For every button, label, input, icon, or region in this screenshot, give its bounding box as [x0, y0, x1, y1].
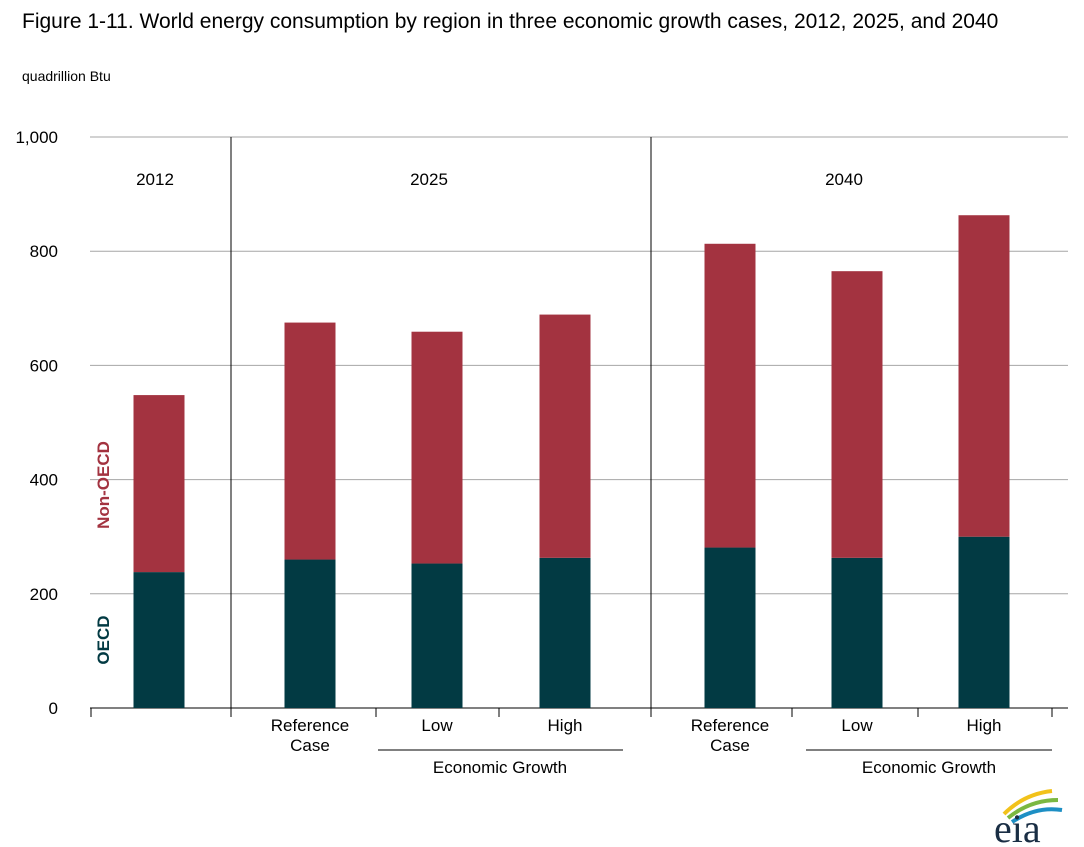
y-tick-label: 400: [30, 471, 58, 490]
eia-logo: eia: [994, 789, 1063, 847]
series-labels: OECD Non-OECD: [94, 441, 113, 664]
bar-non-oecd: [133, 395, 185, 573]
category-label: Reference Case: [691, 716, 769, 755]
series-label-oecd: OECD: [94, 615, 113, 664]
group-label: Economic Growth: [433, 758, 567, 777]
y-tick-label: 200: [30, 585, 58, 604]
y-tick-label: 1,000: [15, 128, 58, 147]
bars: [133, 215, 1010, 708]
category-label: High: [967, 716, 1002, 735]
category-label: High: [548, 716, 583, 735]
chart-title: Figure 1-11. World energy consumption by…: [22, 10, 999, 33]
y-tick-label: 600: [30, 356, 58, 375]
panel-label: 2012: [136, 170, 174, 189]
bar-oecd: [958, 536, 1010, 708]
bar-oecd: [284, 559, 336, 708]
bar-non-oecd: [539, 314, 591, 558]
panel-label: 2040: [825, 170, 863, 189]
bar-non-oecd: [704, 243, 756, 548]
y-axis-units: quadrillion Btu: [22, 68, 111, 84]
category-label: Low: [421, 716, 453, 735]
y-tick-label: 800: [30, 242, 58, 261]
category-labels: Reference Case Low High Reference Case Low High…: [271, 716, 1052, 777]
y-tick-labels: 0 200 400 600 800 1,000: [15, 128, 58, 718]
eia-logo-arc-yellow: [1002, 789, 1053, 816]
bar-non-oecd: [958, 215, 1010, 537]
group-label: Economic Growth: [862, 758, 996, 777]
bar-oecd: [831, 557, 883, 708]
category-label: Reference Case: [271, 716, 349, 755]
bar-non-oecd: [411, 331, 463, 564]
eia-logo-text: eia: [994, 806, 1041, 847]
series-label-non-oecd: Non-OECD: [94, 441, 113, 529]
bar-non-oecd: [831, 271, 883, 558]
category-label: Low: [841, 716, 873, 735]
bar-oecd: [704, 547, 756, 708]
eia-logo-arc-blue: [1010, 807, 1063, 824]
y-tick-label: 0: [49, 699, 58, 718]
bar-oecd: [411, 563, 463, 708]
bar-oecd: [539, 557, 591, 708]
bar-oecd: [133, 572, 185, 708]
panel-labels: 2012 2025 2040: [136, 170, 863, 189]
bar-non-oecd: [284, 322, 336, 560]
panel-label: 2025: [410, 170, 448, 189]
eia-logo-arc-green: [1006, 798, 1059, 820]
